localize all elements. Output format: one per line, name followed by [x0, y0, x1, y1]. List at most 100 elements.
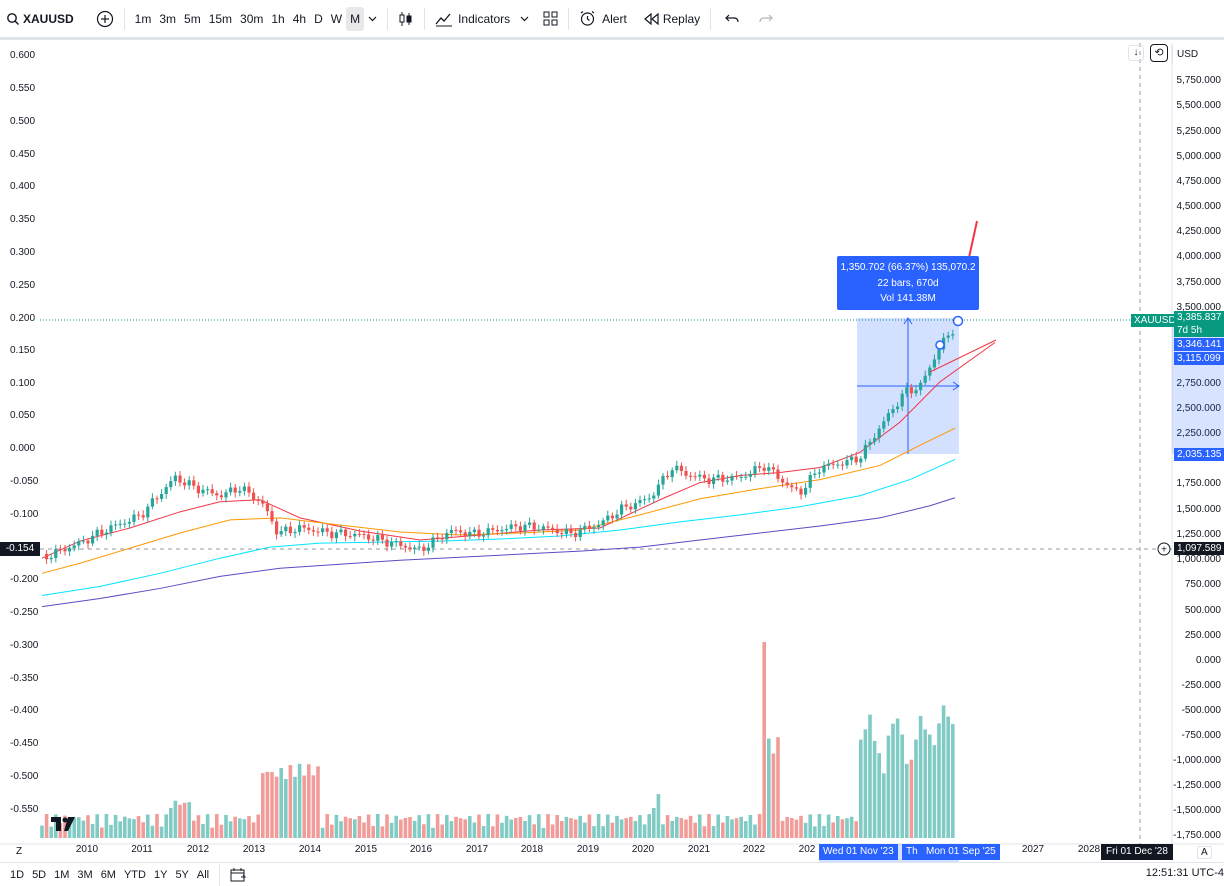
symbol-name: XAUUSD	[23, 11, 74, 26]
volume-bar	[408, 817, 412, 838]
drawing-anchor-handle	[935, 340, 945, 350]
range-3m[interactable]: 3M	[77, 868, 93, 881]
crosshair-price-tag: 1,097.589	[1174, 542, 1224, 555]
range-1y[interactable]: 1Y	[153, 868, 168, 881]
redo-button[interactable]	[755, 7, 777, 31]
candle-body	[95, 529, 99, 536]
chart-pane[interactable]: 0.600 0.550 0.500 0.450 0.400 0.350 0.300 0.250…	[0, 43, 1224, 862]
interval-w[interactable]: W	[330, 11, 343, 26]
chart-canvas[interactable]: 0.600 0.550 0.500 0.450 0.400 0.350 0.300 0.250…	[0, 43, 1224, 862]
candle-body	[164, 487, 168, 494]
goto-date-button[interactable]	[226, 865, 250, 885]
candle-body	[224, 492, 228, 498]
candle-body	[633, 503, 637, 510]
interval-1m[interactable]: 1m	[134, 11, 152, 26]
indicators-button[interactable]: Indicators	[431, 7, 533, 31]
alert-button[interactable]: Alert	[575, 7, 631, 31]
range-6m[interactable]: 6M	[100, 868, 116, 881]
auto-axis-toggle[interactable]: A	[1197, 846, 1212, 859]
range-5y[interactable]: 5Y	[175, 868, 189, 881]
right-axis-tick: 5,750.000	[1177, 75, 1222, 86]
symbol-tag: XAUUSD	[1131, 314, 1179, 327]
candle-body	[270, 511, 274, 522]
volume-bar	[647, 814, 651, 838]
candle-body	[610, 515, 614, 519]
interval-m[interactable]: M	[346, 6, 365, 31]
currency-selector[interactable]: USD	[1172, 45, 1224, 63]
volume-bar	[891, 723, 895, 838]
candle-body	[758, 466, 762, 468]
candle-body	[518, 526, 522, 531]
volume-bar	[261, 773, 265, 838]
interval-3m[interactable]: 3m	[159, 11, 177, 26]
range-ytd[interactable]: YTD	[123, 868, 146, 881]
volume-bar	[49, 826, 53, 838]
candle-body	[150, 498, 154, 507]
chart-type-button[interactable]	[394, 7, 418, 31]
interval-4h[interactable]: 4h	[292, 11, 307, 26]
volume-bar	[412, 820, 417, 838]
range-1m[interactable]: 1M	[54, 868, 70, 881]
candle-body	[643, 499, 647, 501]
volume-bar	[371, 825, 375, 838]
candle-body	[679, 465, 683, 471]
candle-body	[344, 529, 348, 537]
right-axis-tick: -500.000	[1182, 705, 1222, 716]
volume-bar	[693, 822, 697, 838]
interval-30m[interactable]: 30m	[240, 11, 264, 26]
interval-15m[interactable]: 15m	[208, 11, 233, 26]
replay-button[interactable]: Replay	[639, 7, 704, 31]
volume-bar	[941, 705, 946, 838]
top-toolbar: XAUUSD 1m 3m 5m 15m 30m 1h 4h D W M Indicators Al…	[0, 0, 1224, 40]
range-all[interactable]: All	[196, 868, 210, 881]
measure-change: 1,350.702 (66.37%) 135,070.2	[840, 262, 976, 273]
candle-body	[564, 528, 568, 534]
volume-bar	[840, 819, 845, 838]
interval-dropdown-button[interactable]	[364, 7, 381, 31]
undo-button[interactable]	[721, 7, 743, 31]
candle-body	[279, 531, 283, 535]
indicators-label: Indicators	[458, 11, 511, 26]
add-alert-plus-icon	[1157, 542, 1171, 556]
trend-line	[929, 339, 997, 373]
candle-body	[68, 547, 72, 552]
chevron-down-icon	[520, 16, 529, 21]
time-axis-tick: 2012	[187, 844, 210, 855]
candle-body	[339, 529, 343, 533]
volume-bar	[417, 815, 421, 838]
candle-body	[932, 359, 936, 368]
candle-body	[431, 537, 435, 548]
volume-bar	[918, 715, 923, 838]
candle-body	[394, 541, 398, 543]
candle-body	[919, 382, 923, 391]
volume-bar	[877, 753, 881, 838]
symbol-search[interactable]: XAUUSD	[2, 7, 78, 31]
candle-body	[937, 349, 941, 360]
auto-scale-icon[interactable]: ⟲	[1150, 44, 1168, 62]
candle-body	[721, 474, 725, 482]
scroll-down-arrow-icon[interactable]: ↓	[1128, 45, 1144, 61]
right-axis-tick: -1,250.000	[1173, 780, 1221, 791]
volume-bar	[684, 819, 688, 838]
right-axis-tick: 0.000	[1196, 655, 1221, 666]
compare-symbol-button[interactable]	[92, 7, 118, 31]
measure-tooltip: 1,350.702 (66.37%) 135,070.2 22 bars, 67…	[837, 256, 979, 310]
candle-body	[288, 526, 292, 534]
candle-body	[583, 525, 587, 530]
volume-bar	[642, 824, 647, 838]
interval-d[interactable]: D	[314, 11, 323, 26]
interval-1h[interactable]: 1h	[271, 11, 285, 26]
undo-icon	[725, 14, 739, 22]
templates-button[interactable]	[539, 7, 562, 31]
range-1d[interactable]: 1D	[10, 868, 25, 881]
candle-body	[390, 542, 394, 547]
timezone-toggle[interactable]: Z	[16, 846, 23, 857]
volume-bar	[63, 815, 67, 838]
volume-bar	[472, 822, 477, 838]
volume-bar	[813, 826, 817, 838]
candle-body	[275, 521, 279, 535]
candle-body	[325, 528, 329, 532]
volume-bar	[555, 815, 559, 838]
interval-5m[interactable]: 5m	[184, 11, 201, 26]
range-5d[interactable]: 5D	[32, 868, 47, 881]
